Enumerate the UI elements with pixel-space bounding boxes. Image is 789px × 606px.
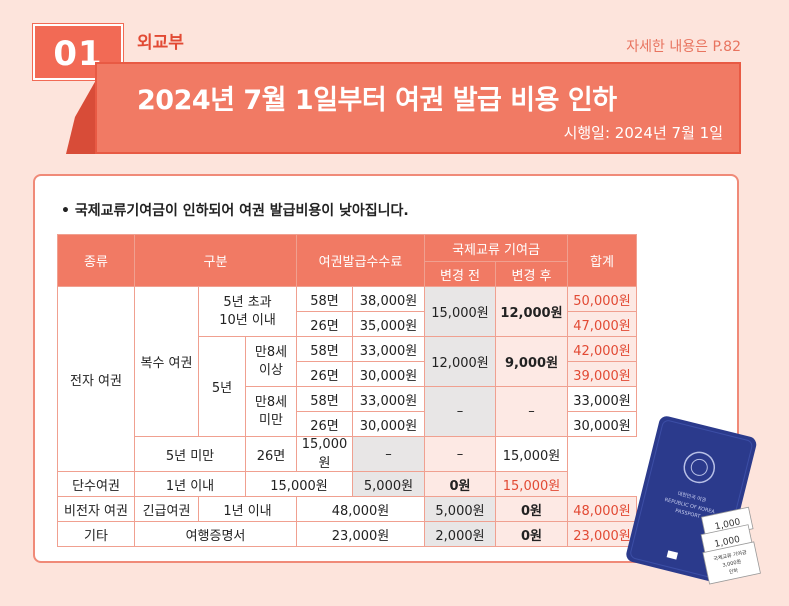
before-cell: 15,000원 xyxy=(424,286,496,337)
cat-single: 단수여권 xyxy=(57,471,135,497)
after-cell: 0원 xyxy=(424,471,496,497)
price-tag-text-4: 3,000원 xyxy=(722,558,742,569)
ministry-label: 외교부 xyxy=(137,33,184,53)
header-type: 종류 xyxy=(57,234,135,287)
cat-age8down: 만8세 미만 xyxy=(245,386,297,437)
type-nonelectronic: 비전자 여권 xyxy=(57,496,135,522)
after-cell: 0원 xyxy=(495,496,568,522)
page-title: 2024년 7월 1일부터 여권 발급 비용 인하 xyxy=(137,85,617,116)
price-tag-text-5: 인하 xyxy=(728,567,739,576)
fee-cell: 23,000원 xyxy=(296,521,425,547)
section-number-box: 01 xyxy=(33,24,123,80)
after-cell: – xyxy=(424,436,496,472)
emblem-icon xyxy=(683,451,716,484)
fee-cell: 33,000원 xyxy=(352,336,425,362)
before-cell: – xyxy=(352,436,425,472)
title-banner: 2024년 7월 1일부터 여권 발급 비용 인하 시행일: 2024년 7월 … xyxy=(95,62,741,154)
content-card: • 국제교류기여금이 인하되어 여권 발급비용이 낮아집니다. 종류 구분 여권… xyxy=(33,174,739,563)
header-total: 합계 xyxy=(567,234,637,287)
before-cell: 5,000원 xyxy=(352,471,425,497)
header-fee: 여권발급수수료 xyxy=(296,234,425,287)
fee-cell: 15,000원 xyxy=(296,436,353,472)
header-after: 변경 후 xyxy=(495,261,568,287)
reference-page: 자세한 내용은 P.82 xyxy=(626,39,741,55)
pages-cell: 26면 xyxy=(296,361,353,387)
fee-cell: 48,000원 xyxy=(296,496,425,522)
fee-table: 종류 구분 여권발급수수료 국제교류 기여금 합계 변경 전 변경 후 전자 여… xyxy=(57,234,637,547)
type-etc: 기타 xyxy=(57,521,135,547)
total-cell: 39,000원 xyxy=(567,361,637,387)
before-cell: 5,000원 xyxy=(424,496,496,522)
total-cell: 33,000원 xyxy=(567,386,637,412)
cat-emergency: 긴급여권 xyxy=(134,496,199,522)
before-cell: 2,000원 xyxy=(424,521,496,547)
pages-cell: 58면 xyxy=(296,286,353,312)
header-contribution: 국제교류 기여금 xyxy=(424,234,568,262)
validity-cell: 1년 이내 xyxy=(198,496,297,522)
cat-age8up: 만8세 이상 xyxy=(245,336,297,387)
total-cell: 42,000원 xyxy=(567,336,637,362)
passport-illustration: 대한민국 여권 REPUBLIC OF KOREA PASSPORT 1,000… xyxy=(626,416,761,585)
total-cell: 47,000원 xyxy=(567,311,637,337)
effective-date: 시행일: 2024년 7월 1일 xyxy=(563,124,723,142)
total-cell: 30,000원 xyxy=(567,411,637,437)
section-number: 01 xyxy=(53,34,103,74)
pages-cell: 58면 xyxy=(296,386,353,412)
pages-cell: 26면 xyxy=(245,436,297,472)
validity-cell: 1년 이내 xyxy=(134,471,246,497)
before-cell: – xyxy=(424,386,496,437)
header-category: 구분 xyxy=(134,234,297,287)
cat-5y: 5년 xyxy=(198,336,246,437)
total-cell: 48,000원 xyxy=(567,496,637,522)
total-cell: 23,000원 xyxy=(567,521,637,547)
total-cell: 15,000원 xyxy=(495,471,568,497)
fee-cell: 35,000원 xyxy=(352,311,425,337)
title-ribbon-fold xyxy=(66,80,96,154)
before-cell: 12,000원 xyxy=(424,336,496,387)
cat-multi: 복수 여권 xyxy=(134,286,199,437)
fee-cell: 30,000원 xyxy=(352,361,425,387)
price-tag-3 xyxy=(702,541,761,585)
pages-cell: 26면 xyxy=(296,411,353,437)
cat-travel: 여행증명서 xyxy=(134,521,297,547)
summary-bullet: • 국제교류기여금이 인하되어 여권 발급비용이 낮아집니다. xyxy=(61,203,409,219)
after-cell: 12,000원 xyxy=(495,286,568,337)
fee-cell: 30,000원 xyxy=(352,411,425,437)
fee-cell: 15,000원 xyxy=(245,471,353,497)
after-cell: – xyxy=(495,386,568,437)
after-cell: 9,000원 xyxy=(495,336,568,387)
pages-cell: 26면 xyxy=(296,311,353,337)
cat-over5: 5년 초과 10년 이내 xyxy=(198,286,297,337)
header-before: 변경 전 xyxy=(424,261,496,287)
total-cell: 50,000원 xyxy=(567,286,637,312)
cat-under5: 5년 미만 xyxy=(134,436,246,472)
fee-cell: 38,000원 xyxy=(352,286,425,312)
chip-icon xyxy=(666,550,678,560)
pages-cell: 58면 xyxy=(296,336,353,362)
total-cell: 15,000원 xyxy=(495,436,568,472)
type-electronic: 전자 여권 xyxy=(57,286,135,472)
fee-cell: 33,000원 xyxy=(352,386,425,412)
after-cell: 0원 xyxy=(495,521,568,547)
